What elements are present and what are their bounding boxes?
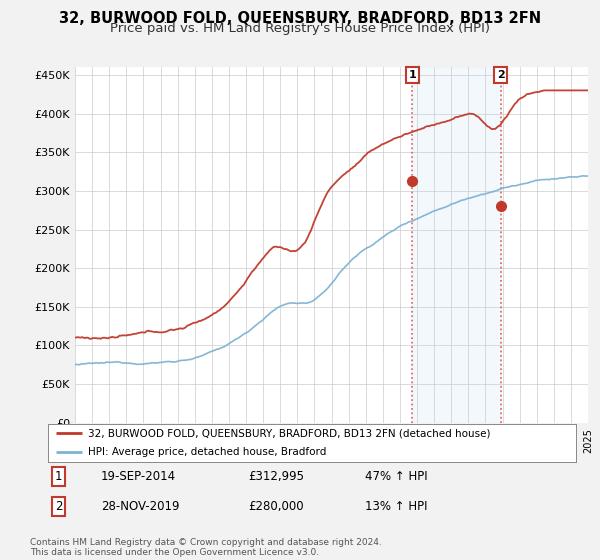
Text: 28-NOV-2019: 28-NOV-2019 <box>101 500 179 513</box>
Text: 32, BURWOOD FOLD, QUEENSBURY, BRADFORD, BD13 2FN: 32, BURWOOD FOLD, QUEENSBURY, BRADFORD, … <box>59 11 541 26</box>
Text: 13% ↑ HPI: 13% ↑ HPI <box>365 500 427 513</box>
Text: 1: 1 <box>409 70 416 80</box>
Bar <box>412 67 501 423</box>
Text: 1: 1 <box>55 470 62 483</box>
Text: HPI: Average price, detached house, Bradford: HPI: Average price, detached house, Brad… <box>88 447 326 458</box>
Text: Contains HM Land Registry data © Crown copyright and database right 2024.
This d: Contains HM Land Registry data © Crown c… <box>30 538 382 557</box>
Text: 2: 2 <box>497 70 505 80</box>
Text: £280,000: £280,000 <box>248 500 304 513</box>
Text: 47% ↑ HPI: 47% ↑ HPI <box>365 470 427 483</box>
Text: 19-SEP-2014: 19-SEP-2014 <box>101 470 176 483</box>
Text: 32, BURWOOD FOLD, QUEENSBURY, BRADFORD, BD13 2FN (detached house): 32, BURWOOD FOLD, QUEENSBURY, BRADFORD, … <box>88 428 490 438</box>
Text: £312,995: £312,995 <box>248 470 305 483</box>
Text: 2: 2 <box>55 500 62 513</box>
Text: Price paid vs. HM Land Registry's House Price Index (HPI): Price paid vs. HM Land Registry's House … <box>110 22 490 35</box>
